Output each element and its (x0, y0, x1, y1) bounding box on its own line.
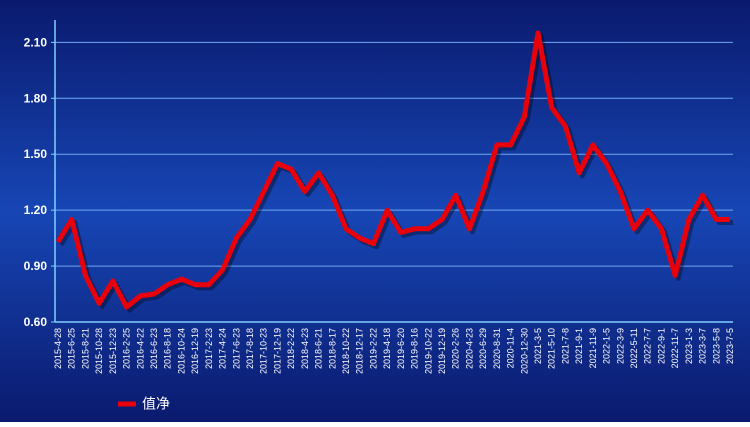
x-tick-label: 2018-12-17 (355, 328, 365, 374)
x-tick-label: 2020-2-26 (451, 328, 461, 369)
y-tick-label: 2.10 (24, 35, 48, 49)
x-tick-label: 2020-4-23 (464, 328, 474, 369)
x-tick-label: 2016-8-18 (163, 328, 173, 369)
x-tick-label: 2016-4-22 (135, 328, 145, 369)
x-tick-label: 2015-4-28 (53, 328, 63, 369)
x-tick-label: 2017-4-24 (218, 328, 228, 369)
x-tick-label: 2015-6-25 (67, 328, 77, 369)
x-tick-label: 2018-8-17 (327, 328, 337, 369)
x-tick-label: 2016-6-23 (149, 328, 159, 369)
x-tick-label: 2019-6-20 (396, 328, 406, 369)
y-tick-label: 1.80 (24, 91, 48, 105)
x-tick-label: 2020-8-31 (492, 328, 502, 369)
x-tick-label: 2018-6-21 (314, 328, 324, 369)
x-tick-label: 2019-12-19 (437, 328, 447, 374)
x-tick-label: 2023-1-3 (684, 328, 694, 364)
x-tick-label: 2018-4-23 (300, 328, 310, 369)
legend-label: 值净 (142, 396, 170, 412)
y-tick-label: 1.20 (24, 203, 48, 217)
x-tick-label: 2020-6-29 (478, 328, 488, 369)
x-tick-label: 2022-7-7 (643, 328, 653, 364)
x-tick-label: 2019-10-22 (423, 328, 433, 374)
x-tick-label: 2016-2-25 (122, 328, 132, 369)
y-tick-label: 0.60 (24, 315, 48, 329)
line (55, 30, 730, 310)
x-tick-label: 2021-5-10 (547, 328, 557, 369)
x-tick-label: 2020-12-30 (519, 328, 529, 374)
x-tick-label: 2021-11-9 (588, 328, 598, 368)
x-tick-label: 2023-7-5 (725, 328, 735, 364)
x-tick-label: 2022-1-5 (602, 328, 612, 364)
x-tick-label: 2016-12-19 (190, 328, 200, 374)
x-tick-label: 2018-2-22 (286, 328, 296, 369)
x-tick-label: 2022-3-9 (615, 328, 625, 364)
x-tick-label: 2016-10-24 (176, 328, 186, 374)
x-tick-label: 2017-2-23 (204, 328, 214, 369)
x-tick-label: 2023-3-7 (698, 328, 708, 364)
x-tick-label: 2015-12-23 (108, 328, 118, 374)
x-tick-label: 2017-6-23 (231, 328, 241, 369)
x-tick-label: 2018-10-22 (341, 328, 351, 374)
x-tick-label: 2023-5-8 (711, 328, 721, 364)
x-tick-label: 2020-11-4 (506, 328, 516, 368)
x-tick-label: 2017-12-19 (272, 328, 282, 374)
x-tick-label: 2015-10-28 (94, 328, 104, 374)
x-tick-label: 2021-3-5 (533, 328, 543, 364)
x-tick-label: 2021-7-8 (560, 328, 570, 364)
x-tick-label: 2022-5-11 (629, 328, 639, 368)
x-tick-label: 2021-9-1 (574, 328, 584, 364)
y-tick-label: 1.50 (24, 147, 48, 161)
x-tick-label: 2015-8-21 (80, 328, 90, 369)
y-tick-label: 0.90 (24, 259, 48, 273)
x-tick-label: 2017-8-18 (245, 328, 255, 369)
x-tick-label: 2022-9-1 (656, 328, 666, 364)
x-tick-label: 2017-10-23 (259, 328, 269, 374)
x-tick-label: 2019-4-18 (382, 328, 392, 369)
x-tick-label: 2019-8-16 (410, 328, 420, 369)
x-tick-label: 2022-11-7 (670, 328, 680, 368)
x-tick-label: 2019-2-22 (368, 328, 378, 369)
